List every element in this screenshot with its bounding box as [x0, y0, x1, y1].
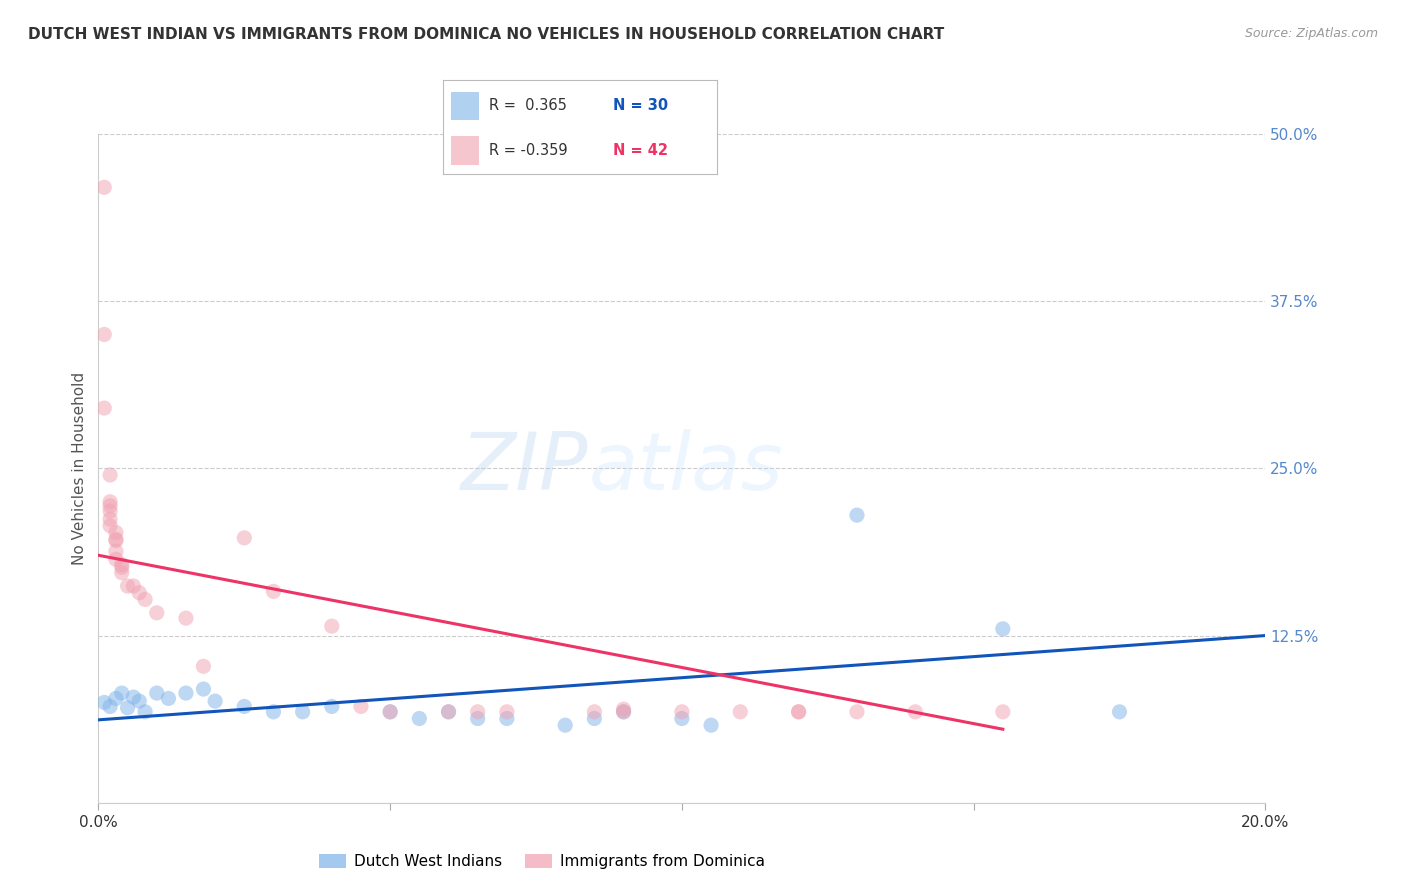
- Text: Source: ZipAtlas.com: Source: ZipAtlas.com: [1244, 27, 1378, 40]
- Point: [104, 552, 127, 566]
- Text: ZIP: ZIP: [461, 429, 589, 508]
- Point: [904, 705, 927, 719]
- Text: DUTCH WEST INDIAN VS IMMIGRANTS FROM DOMINICA NO VEHICLES IN HOUSEHOLD CORRELATI: DUTCH WEST INDIAN VS IMMIGRANTS FROM DOM…: [28, 27, 945, 42]
- Point: [233, 699, 256, 714]
- Point: [98, 468, 121, 483]
- Point: [437, 705, 460, 719]
- Point: [787, 705, 810, 719]
- Point: [193, 659, 215, 673]
- Point: [467, 712, 489, 726]
- Point: [93, 327, 115, 342]
- Point: [495, 705, 517, 719]
- Point: [93, 401, 115, 416]
- Point: [98, 519, 121, 533]
- Point: [174, 686, 197, 700]
- Point: [671, 705, 693, 719]
- Point: [700, 718, 723, 732]
- Point: [612, 702, 634, 716]
- Point: [104, 533, 127, 548]
- Point: [408, 712, 430, 726]
- Point: [233, 531, 256, 545]
- Point: [262, 584, 284, 599]
- Point: [495, 712, 517, 726]
- Point: [350, 699, 373, 714]
- Point: [98, 494, 121, 508]
- Point: [98, 512, 121, 526]
- Point: [122, 579, 145, 593]
- Point: [262, 705, 284, 719]
- Point: [671, 712, 693, 726]
- Point: [1108, 705, 1130, 719]
- Point: [93, 180, 115, 194]
- Point: [134, 592, 156, 607]
- Point: [321, 619, 343, 633]
- Text: N = 42: N = 42: [613, 143, 668, 158]
- Point: [437, 705, 460, 719]
- Point: [193, 681, 215, 696]
- Text: R =  0.365: R = 0.365: [489, 98, 568, 113]
- Point: [128, 586, 150, 600]
- Point: [612, 705, 634, 719]
- Point: [104, 544, 127, 558]
- Point: [991, 622, 1014, 636]
- Point: [104, 525, 127, 540]
- Point: [321, 699, 343, 714]
- Point: [104, 691, 127, 706]
- Point: [146, 686, 169, 700]
- Point: [612, 705, 634, 719]
- Point: [117, 701, 139, 715]
- Point: [728, 705, 751, 719]
- Point: [378, 705, 402, 719]
- Point: [93, 696, 115, 710]
- Y-axis label: No Vehicles in Household: No Vehicles in Household: [72, 372, 87, 565]
- Point: [787, 705, 810, 719]
- Point: [111, 558, 134, 572]
- Text: N = 30: N = 30: [613, 98, 668, 113]
- Point: [157, 691, 180, 706]
- FancyBboxPatch shape: [451, 136, 478, 164]
- Point: [117, 579, 139, 593]
- Point: [378, 705, 402, 719]
- FancyBboxPatch shape: [451, 92, 478, 120]
- Point: [204, 694, 226, 708]
- Legend: Dutch West Indians, Immigrants from Dominica: Dutch West Indians, Immigrants from Domi…: [312, 848, 770, 875]
- Point: [111, 686, 134, 700]
- Point: [98, 699, 121, 714]
- Point: [98, 504, 121, 518]
- Point: [146, 606, 169, 620]
- Point: [991, 705, 1014, 719]
- Text: R = -0.359: R = -0.359: [489, 143, 568, 158]
- Point: [134, 705, 156, 719]
- Point: [122, 690, 145, 705]
- Point: [583, 705, 606, 719]
- Point: [467, 705, 489, 719]
- Point: [554, 718, 576, 732]
- Point: [291, 705, 314, 719]
- Point: [111, 560, 134, 574]
- Point: [174, 611, 197, 625]
- Point: [845, 705, 868, 719]
- Point: [104, 532, 127, 546]
- Point: [845, 508, 868, 523]
- Point: [98, 499, 121, 513]
- Point: [128, 694, 150, 708]
- Point: [111, 566, 134, 580]
- Point: [583, 712, 606, 726]
- Text: atlas: atlas: [589, 429, 783, 508]
